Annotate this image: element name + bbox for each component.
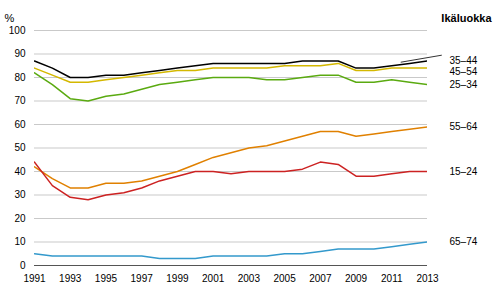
svg-text:2001: 2001 [202,273,225,284]
svg-text:60: 60 [14,119,26,130]
svg-text:2003: 2003 [238,273,261,284]
svg-text:90: 90 [14,48,26,59]
svg-text:15–24: 15–24 [450,166,478,177]
svg-text:40: 40 [14,166,26,177]
svg-text:25–34: 25–34 [450,79,478,90]
svg-text:80: 80 [14,72,26,83]
svg-text:%: % [5,12,15,24]
svg-text:1997: 1997 [131,273,154,284]
svg-text:50: 50 [14,142,26,153]
svg-text:1993: 1993 [59,273,82,284]
svg-text:30: 30 [14,189,26,200]
svg-text:2007: 2007 [309,273,332,284]
svg-text:2013: 2013 [416,273,439,284]
svg-text:2009: 2009 [345,273,368,284]
svg-text:65–74: 65–74 [450,236,478,247]
svg-text:70: 70 [14,95,26,106]
svg-text:100: 100 [9,25,26,36]
svg-text:55–64: 55–64 [450,121,478,132]
svg-text:2011: 2011 [381,273,403,284]
svg-text:10: 10 [14,236,26,247]
svg-text:35–44: 35–44 [450,55,478,66]
svg-text:1999: 1999 [166,273,189,284]
svg-text:20: 20 [14,213,26,224]
svg-text:45–54: 45–54 [450,66,478,77]
svg-text:2005: 2005 [273,273,296,284]
svg-text:1995: 1995 [95,273,118,284]
svg-text:Ikäluokka: Ikäluokka [441,12,492,24]
svg-text:0: 0 [20,260,26,271]
svg-text:1991: 1991 [23,273,46,284]
